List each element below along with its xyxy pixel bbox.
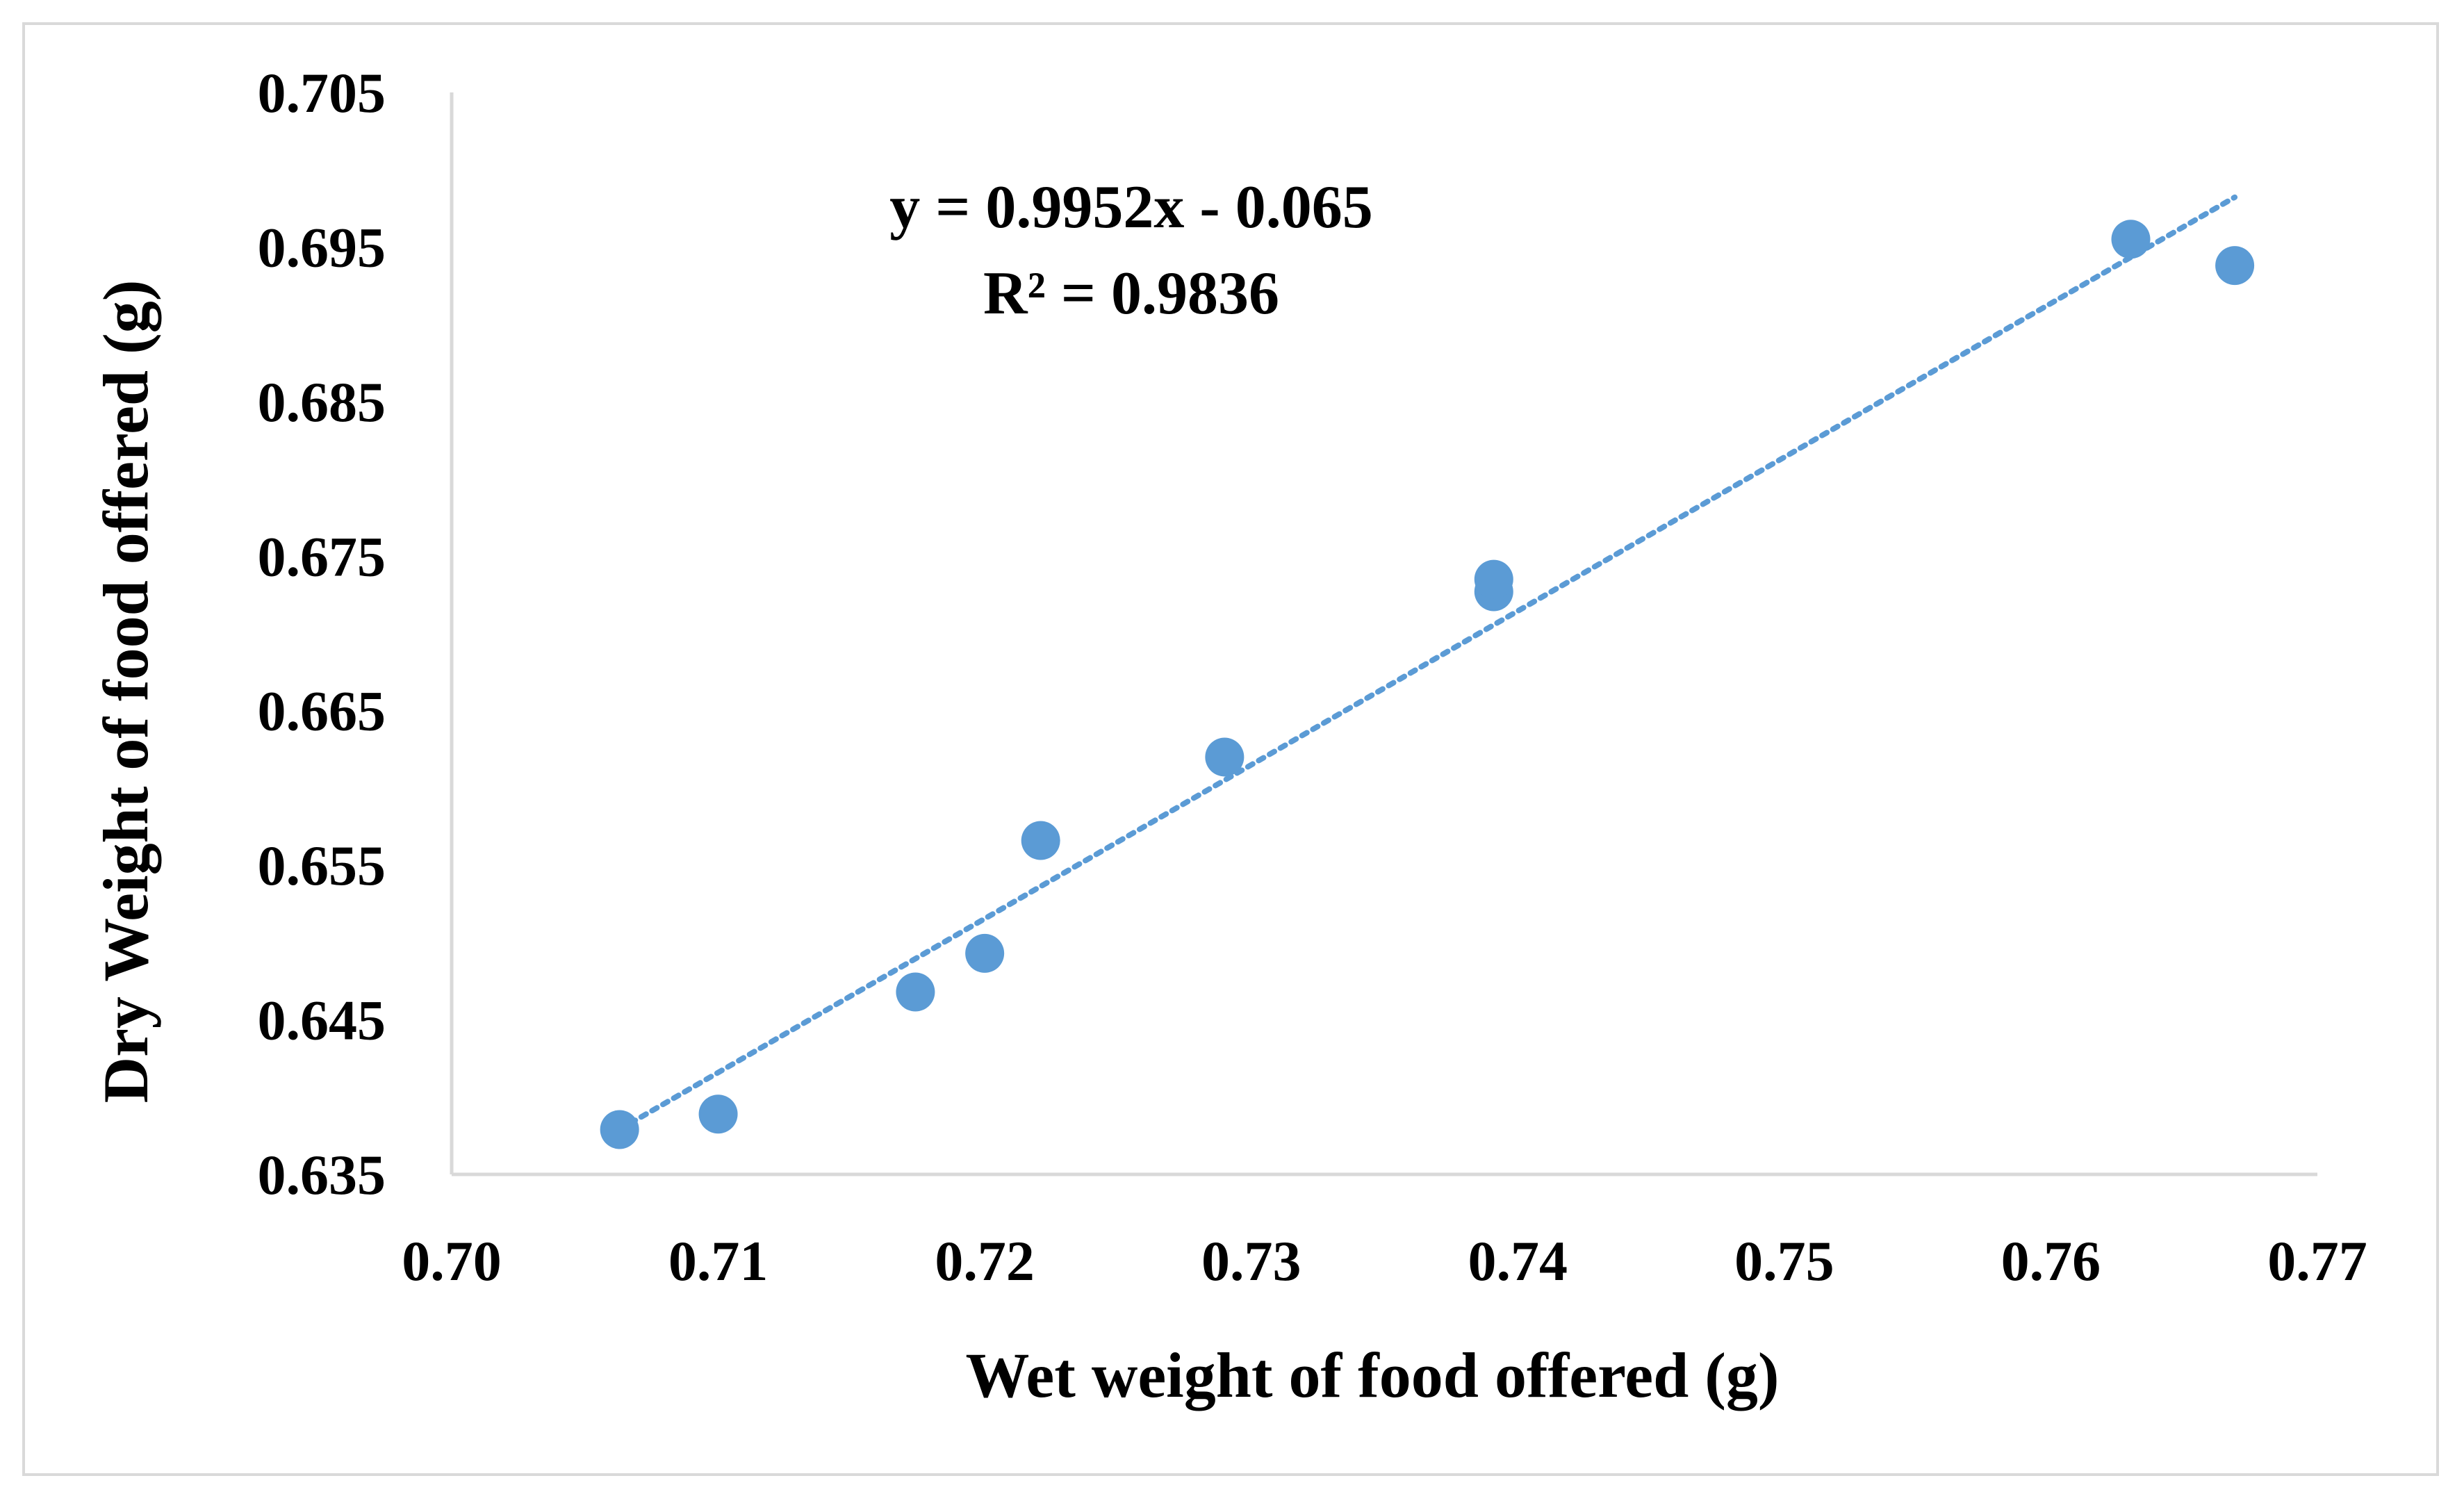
y-tick-label: 0.685 <box>258 370 386 434</box>
x-tick-label: 0.73 <box>1201 1229 1301 1293</box>
y-tick-labels: 0.705 0.695 0.685 0.675 0.665 0.655 0.645 0.635 <box>258 61 386 1206</box>
y-tick-label: 0.645 <box>258 989 386 1052</box>
x-tick-label: 0.71 <box>668 1229 769 1293</box>
x-tick-label: 0.72 <box>935 1229 1035 1293</box>
x-axis-title: Wet weight of food offered (g) <box>965 1340 1779 1411</box>
trendline-equation: y = 0.9952x - 0.065 <box>889 174 1372 241</box>
x-tick-label: 0.75 <box>1734 1229 1834 1293</box>
y-tick-label: 0.675 <box>258 525 386 588</box>
data-point <box>896 972 935 1012</box>
trendline-group <box>616 194 2238 1133</box>
y-tick-label: 0.655 <box>258 834 386 897</box>
data-points <box>600 220 2255 1149</box>
x-tick-labels: 0.70 0.71 0.72 0.73 0.74 0.75 0.76 0.77 <box>402 1229 2367 1293</box>
trendline <box>616 194 2238 1133</box>
y-tick-label: 0.665 <box>258 680 386 743</box>
data-point <box>2111 220 2151 259</box>
y-axis-title: Dry Weight of food offered (g) <box>90 280 161 1104</box>
axes <box>450 92 2317 1176</box>
x-tick-label: 0.76 <box>2001 1229 2101 1293</box>
x-tick-label: 0.77 <box>2267 1229 2367 1293</box>
data-point <box>1205 737 1245 777</box>
data-point <box>1021 821 1060 860</box>
data-point <box>965 933 1005 973</box>
data-point <box>600 1110 639 1149</box>
data-point <box>2215 246 2255 286</box>
y-tick-label: 0.705 <box>258 61 386 124</box>
trendline-r2: R² = 0.9836 <box>983 260 1279 327</box>
y-tick-label: 0.635 <box>258 1143 386 1206</box>
x-tick-label: 0.74 <box>1468 1229 1568 1293</box>
y-tick-label: 0.695 <box>258 215 386 279</box>
x-tick-label: 0.70 <box>402 1229 502 1293</box>
data-point <box>1474 559 1513 599</box>
data-point <box>698 1094 738 1134</box>
